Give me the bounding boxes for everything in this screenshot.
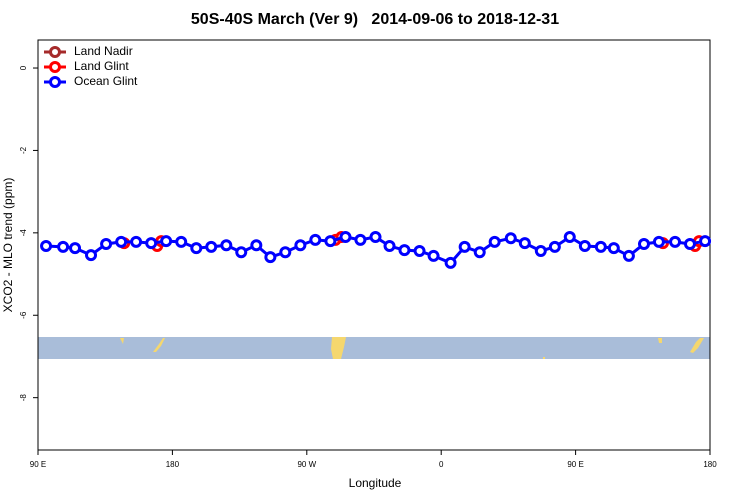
y-tick-label: 0 xyxy=(19,65,28,70)
y-tick-label: -2 xyxy=(19,146,28,154)
chart-title: 50S-40S March (Ver 9) 2014-09-06 to 2018… xyxy=(191,11,559,28)
legend-label: Land Nadir xyxy=(74,44,133,58)
point xyxy=(458,240,471,253)
legend-marker xyxy=(49,46,61,58)
point xyxy=(57,240,70,253)
point xyxy=(324,235,337,248)
point xyxy=(637,237,650,250)
point xyxy=(309,233,322,246)
legend-label: Ocean Glint xyxy=(74,74,138,88)
point xyxy=(339,230,352,243)
point xyxy=(264,251,277,264)
point xyxy=(145,237,158,250)
point xyxy=(534,244,547,257)
point xyxy=(383,240,396,253)
point xyxy=(427,249,440,262)
point xyxy=(130,235,143,248)
point xyxy=(294,239,307,252)
point xyxy=(279,246,292,259)
x-tick-label: 90 W xyxy=(297,460,316,469)
point xyxy=(699,235,712,248)
plot-frame xyxy=(37,39,711,451)
point xyxy=(444,256,457,269)
x-tick-label: 0 xyxy=(439,460,444,469)
point xyxy=(369,230,382,243)
y-tick-label: -4 xyxy=(19,229,28,237)
point xyxy=(205,240,218,253)
point xyxy=(578,240,591,253)
x-tick-label: 90 E xyxy=(567,460,583,469)
point xyxy=(504,232,517,245)
ocean-band xyxy=(38,337,710,359)
map-band xyxy=(38,337,710,359)
point xyxy=(250,239,263,252)
x-tick-label: 90 E xyxy=(30,460,46,469)
point xyxy=(473,246,486,259)
y-tick-label: -8 xyxy=(19,394,28,402)
legend-marker xyxy=(49,61,61,73)
point xyxy=(175,235,188,248)
legend-label: Land Glint xyxy=(74,59,129,73)
point xyxy=(683,237,696,250)
point xyxy=(398,244,411,257)
point xyxy=(100,237,113,250)
point xyxy=(548,240,561,253)
x-axis-label: Longitude xyxy=(349,476,402,490)
point xyxy=(160,235,173,248)
point xyxy=(115,235,128,248)
legend-marker xyxy=(49,76,61,88)
point xyxy=(488,235,501,248)
y-tick-label: -6 xyxy=(19,311,28,319)
point xyxy=(40,240,53,253)
point xyxy=(607,242,620,255)
point xyxy=(85,249,98,262)
point xyxy=(190,242,203,255)
point xyxy=(622,249,635,262)
point xyxy=(354,233,367,246)
point xyxy=(413,244,426,257)
x-tick-label: 180 xyxy=(703,460,717,469)
y-axis-label: XCO2 - MLO trend (ppm) xyxy=(1,178,15,313)
point xyxy=(652,235,665,248)
point xyxy=(69,242,82,255)
point xyxy=(518,237,531,250)
point xyxy=(235,246,248,259)
x-tick-label: 180 xyxy=(166,460,180,469)
point xyxy=(563,230,576,243)
point xyxy=(669,235,682,248)
point xyxy=(220,239,233,252)
point xyxy=(594,240,607,253)
